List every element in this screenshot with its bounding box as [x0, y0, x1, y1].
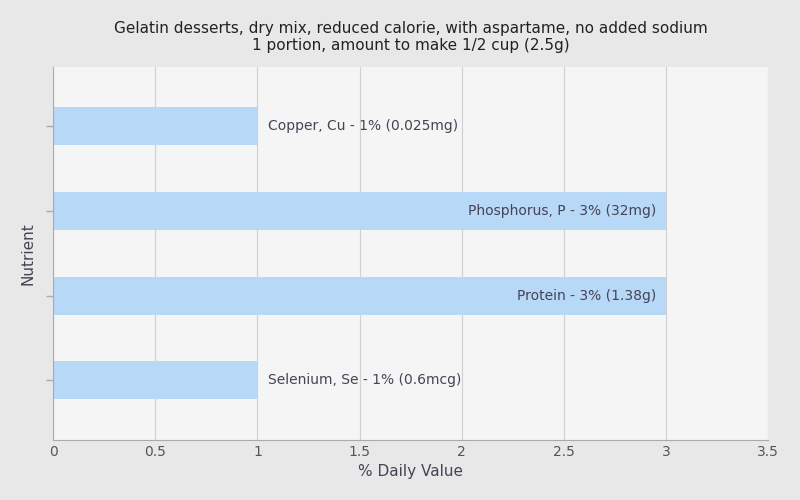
Bar	[53, 362, 258, 400]
Text: Copper, Cu - 1% (0.025mg): Copper, Cu - 1% (0.025mg)	[268, 119, 458, 133]
Bar	[53, 276, 666, 315]
Text: Protein - 3% (1.38g): Protein - 3% (1.38g)	[517, 288, 656, 302]
Title: Gelatin desserts, dry mix, reduced calorie, with aspartame, no added sodium
1 po: Gelatin desserts, dry mix, reduced calor…	[114, 21, 707, 53]
Y-axis label: Nutrient: Nutrient	[21, 222, 36, 284]
Bar	[53, 192, 666, 230]
Text: Phosphorus, P - 3% (32mg): Phosphorus, P - 3% (32mg)	[468, 204, 656, 218]
Text: Selenium, Se - 1% (0.6mcg): Selenium, Se - 1% (0.6mcg)	[268, 374, 461, 388]
Bar	[53, 107, 258, 146]
X-axis label: % Daily Value: % Daily Value	[358, 464, 463, 479]
